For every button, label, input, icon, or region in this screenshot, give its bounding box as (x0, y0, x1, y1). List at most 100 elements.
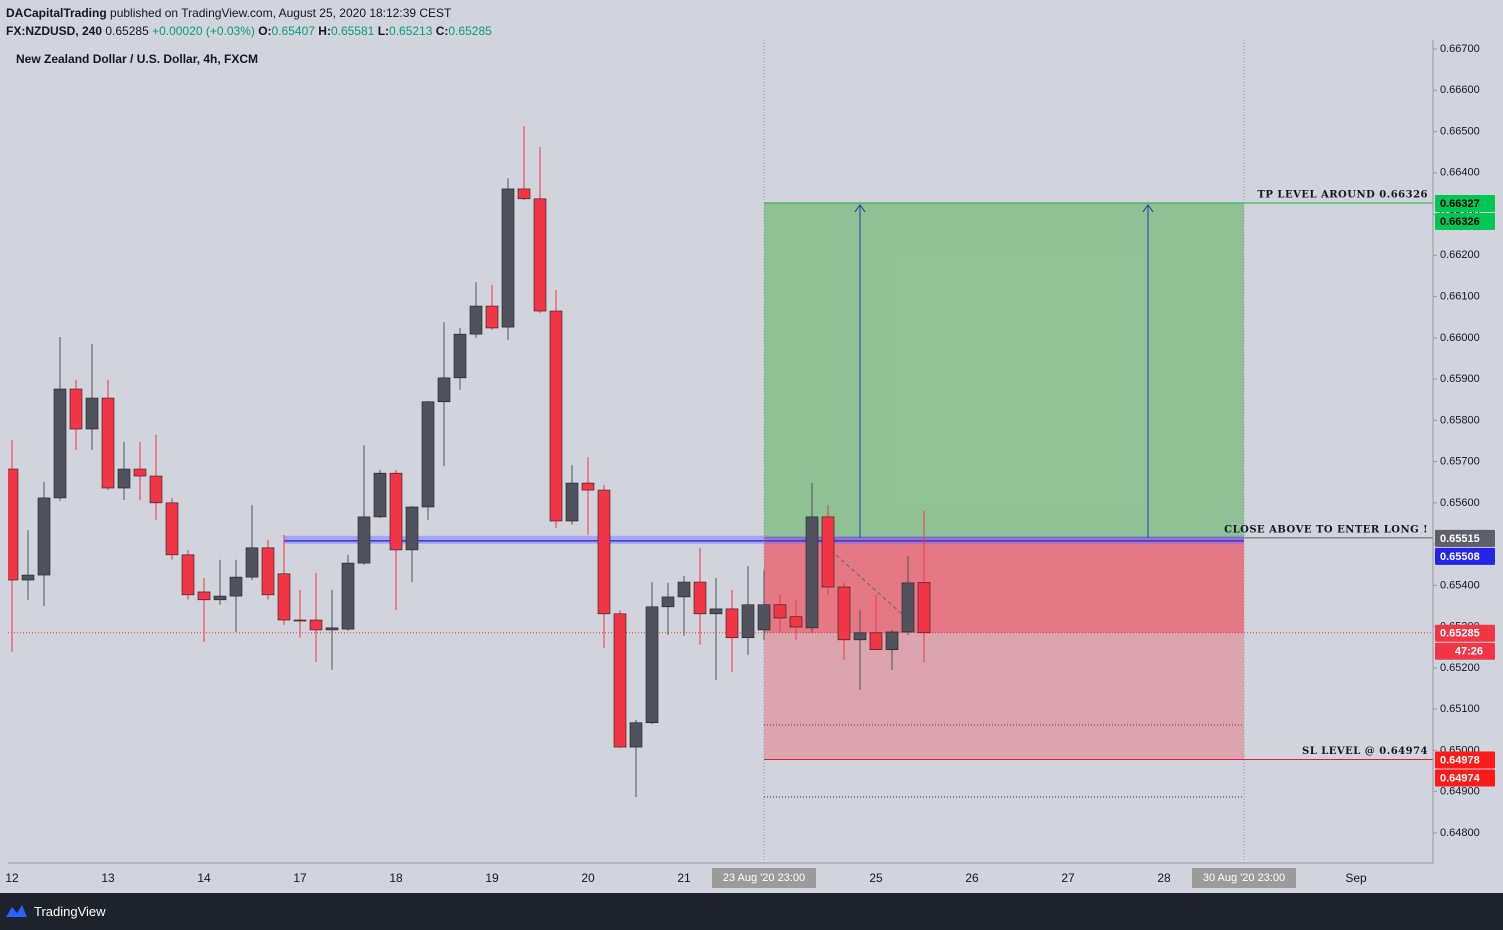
x-tick-label: 26 (965, 871, 979, 885)
candle-body (677, 581, 691, 598)
ohlc-value: 0.65213 (389, 24, 433, 38)
price-tag (1435, 547, 1495, 565)
candle-body (325, 627, 339, 631)
candle-body (469, 305, 483, 335)
candle-body (869, 632, 883, 651)
plot-area (8, 40, 1433, 863)
candle-body (741, 604, 755, 639)
x-tick-label: 17 (293, 871, 307, 885)
candle-body (21, 574, 35, 581)
price-tag (1435, 751, 1495, 769)
candle-body (693, 581, 707, 615)
candle-body (757, 604, 771, 631)
y-tick-label: 0.65400 (1440, 579, 1480, 591)
candle-body (821, 516, 835, 588)
candle-body (53, 388, 67, 499)
price-tag-label: 0.65508 (1440, 551, 1480, 563)
annotation: TP LEVEL AROUND 0.66326 (1257, 189, 1428, 200)
price-tag (1435, 769, 1495, 787)
y-tick-label: 0.65900 (1440, 373, 1480, 385)
y-tick-label: 0.66700 (1440, 43, 1480, 55)
x-tick-label: 14 (197, 871, 211, 885)
x-tick-label: 21 (677, 871, 691, 885)
price-tag-label: 0.65515 (1440, 533, 1480, 545)
publish-line: DACapitalTrading published on TradingVie… (6, 4, 492, 22)
candle-body (853, 632, 867, 641)
candle-body (517, 188, 531, 200)
annotation: SL LEVEL @ 0.64974 (1302, 746, 1428, 757)
last: 0.65285 (105, 24, 149, 38)
candle-body (437, 377, 451, 403)
y-tick-label: 0.65700 (1440, 456, 1480, 468)
y-tick-label: 0.66200 (1440, 249, 1480, 261)
ohlc-label: O: (258, 24, 272, 38)
x-tick-label: 28 (1157, 871, 1171, 885)
candle-body (389, 472, 403, 551)
candle-body (149, 475, 163, 504)
x-tick-label: Sep (1345, 871, 1367, 885)
logo (6, 905, 27, 917)
candle-body (501, 188, 515, 328)
candle-body (661, 596, 675, 608)
y-tick-label: 0.66100 (1440, 291, 1480, 303)
crosshair-box (1192, 868, 1296, 888)
footer: TradingView (0, 893, 1503, 930)
candle-body (133, 468, 147, 477)
candle-body (373, 472, 387, 518)
x-tick-label: 12 (5, 871, 19, 885)
y-tick-label: 0.65200 (1440, 662, 1480, 674)
ohlc-label: L: (377, 24, 390, 38)
candle-body (725, 608, 739, 639)
candle-body (917, 582, 931, 634)
published: published on TradingView.com, August 25,… (110, 6, 452, 20)
price-tag (1435, 529, 1495, 547)
candle-body (229, 576, 243, 597)
crosshair-label: 30 Aug '20 23:00 (1203, 872, 1285, 884)
candle-body (213, 595, 227, 601)
price-tag-label: 47:26 (1455, 646, 1483, 658)
candle-body (117, 468, 131, 489)
candle-body (837, 586, 851, 641)
candle-body (309, 619, 323, 631)
candle-body (421, 401, 435, 508)
candle-body (293, 619, 307, 622)
author: DACapitalTrading (6, 6, 107, 20)
candle-body (341, 562, 355, 630)
candle-body (181, 554, 195, 596)
candle-body (773, 604, 787, 619)
price-tag (1435, 194, 1495, 212)
price-tag-label: 0.64978 (1440, 754, 1480, 766)
change: +0.00020 (+0.03%) (152, 24, 255, 38)
ohlc-label: H: (318, 24, 331, 38)
candle-body (549, 310, 563, 522)
target-zone (764, 202, 1244, 538)
candle-body (485, 305, 499, 329)
arrow-head (854, 204, 866, 213)
symbol: FX:NZDUSD, 240 (6, 24, 103, 38)
candle-body (597, 489, 611, 615)
candle-body (629, 722, 643, 748)
candle-body (613, 613, 627, 748)
y-tick-label: 0.66400 (1440, 167, 1480, 179)
status-line: FX:NZDUSD, 240 0.65285 +0.00020 (+0.03%)… (6, 22, 492, 40)
ohlc-value: 0.65285 (448, 24, 492, 38)
x-tick-label: 19 (485, 871, 499, 885)
header: DACapitalTrading published on TradingVie… (6, 4, 492, 40)
candle-body (405, 506, 419, 551)
y-tick-label: 0.65100 (1440, 703, 1480, 715)
crosshair-label: 23 Aug '20 23:00 (723, 872, 805, 884)
price-tag-label: 0.64974 (1440, 772, 1481, 784)
annotation: CLOSE ABOVE TO ENTER LONG ! (1224, 524, 1428, 535)
crosshair-box (712, 868, 816, 888)
ohlc-label: C: (435, 24, 449, 38)
candle-body (245, 547, 259, 578)
x-tick-label: 27 (1061, 871, 1075, 885)
candle-body (789, 616, 803, 628)
trend-line (835, 554, 903, 615)
candle-body (197, 591, 211, 601)
candle-body (8, 468, 19, 581)
candle-body (85, 397, 99, 430)
x-tick-label: 20 (581, 871, 595, 885)
brand: TradingView (34, 904, 106, 919)
y-tick-label: 0.66000 (1440, 332, 1480, 344)
